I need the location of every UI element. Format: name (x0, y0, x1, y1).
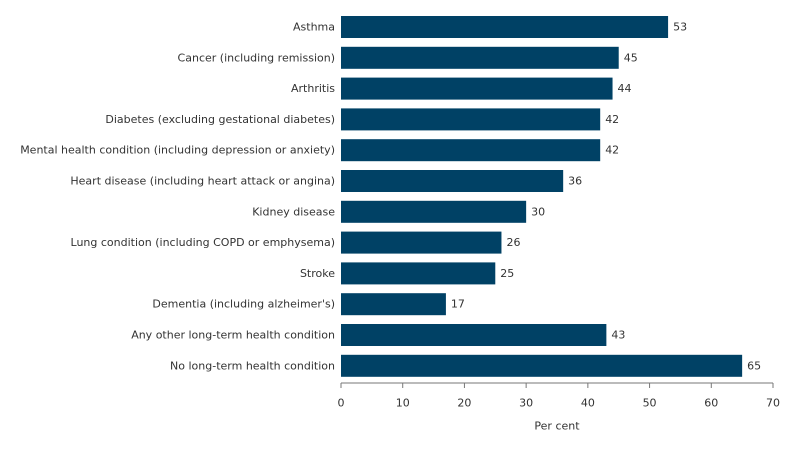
bar (341, 324, 607, 346)
bar (341, 231, 502, 254)
category-label: Dementia (including alzheimer's) (152, 298, 335, 311)
data-label: 42 (605, 113, 619, 126)
bar (341, 170, 564, 192)
data-label: 17 (451, 298, 465, 311)
data-label: 45 (624, 51, 638, 64)
data-label: 53 (673, 21, 687, 34)
data-label: 43 (611, 329, 625, 342)
x-tick-label: 50 (643, 397, 657, 410)
data-label: 36 (568, 175, 582, 188)
data-label: 65 (747, 359, 761, 372)
x-tick-label: 10 (396, 397, 410, 410)
x-tick-label: 40 (581, 397, 595, 410)
bar (341, 46, 619, 69)
bar (341, 139, 601, 162)
category-label: Kidney disease (252, 205, 335, 218)
x-tick-label: 20 (457, 397, 471, 410)
data-label: 44 (618, 82, 632, 95)
category-label: Mental health condition (including depre… (20, 144, 335, 157)
category-label: Arthritis (291, 82, 335, 95)
category-labels-group: Asthma Cancer (including remission) Arthri… (20, 21, 335, 373)
value-labels-group: 53 45 44 42 42 36 30 26 25 17 43 65 (451, 21, 761, 373)
x-tick-label: 0 (338, 397, 345, 410)
x-axis: 0 10 20 30 40 50 60 70 (338, 382, 780, 410)
x-tick-label: 60 (704, 397, 718, 410)
category-label: Asthma (293, 21, 335, 34)
category-label: Heart disease (including heart attack or… (70, 175, 335, 188)
bar (341, 200, 527, 223)
data-label: 25 (500, 267, 514, 280)
category-label: Cancer (including remission) (178, 51, 335, 64)
bar (341, 77, 613, 100)
data-label: 42 (605, 144, 619, 157)
bar (341, 293, 446, 316)
bar (341, 262, 496, 285)
x-axis-title: Per cent (534, 420, 580, 433)
category-label: No long-term health condition (170, 359, 335, 372)
x-tick-label: 70 (766, 397, 780, 410)
bar (341, 108, 601, 131)
category-label: Diabetes (excluding gestational diabetes… (105, 113, 335, 126)
category-label: Any other long-term health condition (131, 329, 335, 342)
bar (341, 354, 743, 377)
x-tick-label: 30 (519, 397, 533, 410)
bar (341, 16, 669, 38)
data-label: 26 (506, 236, 520, 249)
category-label: Lung condition (including COPD or emphys… (71, 236, 335, 249)
bars-group (341, 16, 743, 377)
category-label: Stroke (300, 267, 335, 280)
data-label: 30 (531, 205, 545, 218)
